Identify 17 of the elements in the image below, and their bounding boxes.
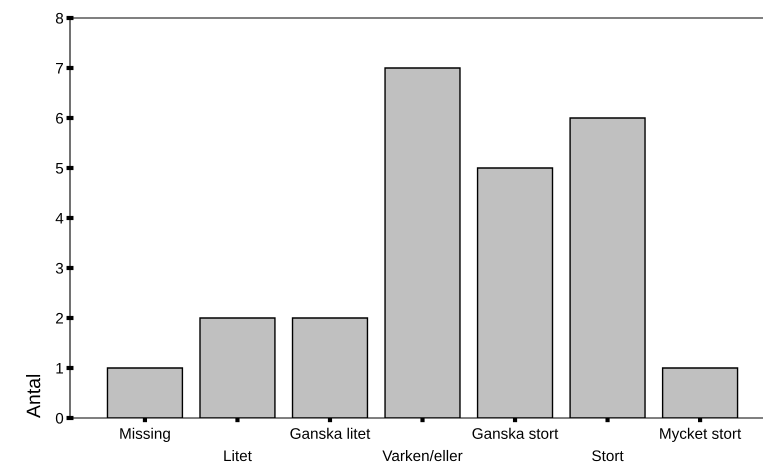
x-tick-label: Varken/eller (382, 450, 462, 462)
y-tick-label: 6 (56, 112, 64, 124)
x-tick-label: Mycket stort (660, 428, 742, 442)
y-tick-label: 1 (56, 363, 64, 374)
y-tick-label: 3 (56, 262, 64, 274)
y-tick-label: 7 (56, 63, 63, 74)
x-tick-label: Ganska litet (290, 428, 370, 439)
y-tick-label: 5 (56, 163, 64, 174)
y-tick-label: 2 (56, 312, 63, 324)
x-tick-label: Ganska stort (472, 428, 558, 439)
y-tick-label: 8 (56, 12, 64, 24)
y-tick-label: 4 (56, 213, 64, 224)
x-tick-label: Stort (592, 450, 624, 462)
x-tick-label: Litet (224, 450, 252, 462)
y-axis-title: Antal (26, 374, 40, 418)
x-tick-label: Missing (120, 428, 170, 442)
y-tick-label: 0 (56, 412, 64, 424)
